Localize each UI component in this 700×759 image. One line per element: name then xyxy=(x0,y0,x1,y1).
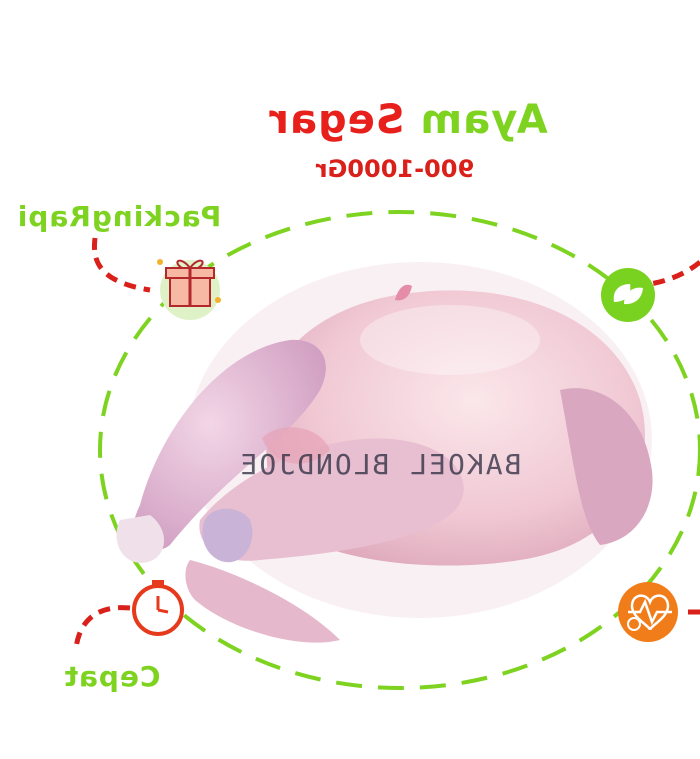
heart-pulse-icon xyxy=(618,582,678,642)
packing-connector xyxy=(91,237,151,293)
cepat-connector xyxy=(73,605,131,649)
feature-packing-label: PackingRapi xyxy=(16,200,222,233)
product-title: Ayam Segar xyxy=(248,96,568,144)
title-word-ayam: Ayam xyxy=(419,97,548,143)
feature-fresh-label: Fresh xyxy=(640,200,700,234)
watermark: BAKOEL BLONDJOE xyxy=(238,448,522,481)
feature-cepat-label: Cepat xyxy=(63,660,161,693)
fresh-connector xyxy=(649,260,700,287)
title-word-segar: Segar xyxy=(268,97,405,143)
clock-icon xyxy=(132,580,184,636)
leaf-icon xyxy=(601,268,655,322)
feature-sehat-label: Sehat xyxy=(645,662,700,696)
gift-box-icon xyxy=(157,259,221,320)
dashed-ring xyxy=(98,210,700,690)
product-weight: 900-1000Gr xyxy=(315,155,475,183)
raw-chicken xyxy=(116,262,653,643)
